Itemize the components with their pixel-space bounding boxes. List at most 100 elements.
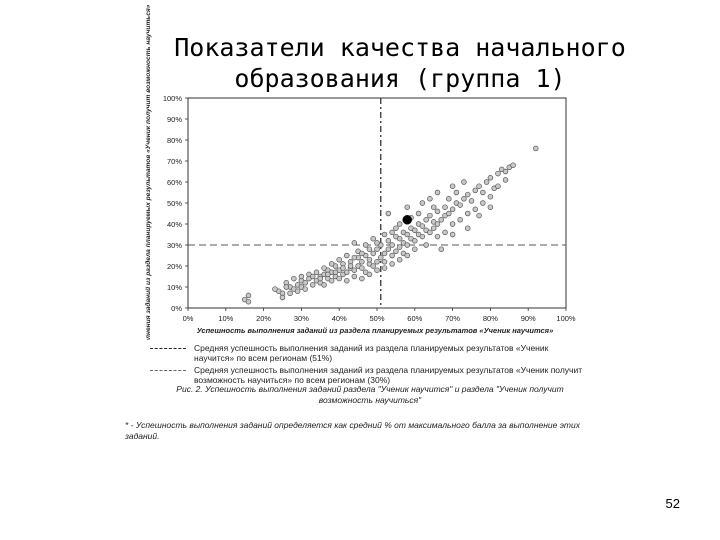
data-point bbox=[487, 175, 494, 181]
data-point bbox=[453, 189, 460, 196]
x-axis-label: Успешность выполнения заданий из раздела… bbox=[197, 326, 554, 335]
slide-title: Показатели качества начального образован… bbox=[130, 32, 670, 94]
data-point bbox=[272, 286, 278, 292]
legend-item-vline: Средняя успешность выполнения заданий из… bbox=[150, 343, 590, 363]
data-point bbox=[381, 259, 388, 265]
data-point bbox=[385, 210, 392, 217]
data-point bbox=[472, 187, 479, 194]
data-point bbox=[476, 212, 482, 219]
data-point bbox=[321, 282, 327, 288]
data-point bbox=[359, 265, 365, 271]
x-tick-label: 80% bbox=[483, 314, 498, 323]
data-point bbox=[533, 145, 539, 152]
data-point bbox=[449, 231, 456, 238]
legend-dashdot-swatch bbox=[150, 348, 186, 349]
y-tick-label: 100% bbox=[163, 94, 183, 103]
x-tick-label: 70% bbox=[445, 314, 460, 323]
data-point bbox=[366, 271, 373, 278]
data-point bbox=[378, 254, 384, 261]
data-point bbox=[430, 225, 437, 231]
data-point bbox=[389, 242, 395, 248]
data-point bbox=[294, 288, 301, 294]
data-point bbox=[430, 204, 437, 210]
data-point bbox=[510, 162, 516, 168]
data-point bbox=[351, 240, 358, 246]
legend-item-hline-text: Средняя успешность выполнения заданий из… bbox=[194, 365, 583, 385]
data-point bbox=[336, 275, 342, 282]
data-point bbox=[344, 277, 350, 284]
data-point bbox=[389, 229, 395, 236]
data-point bbox=[446, 196, 452, 202]
data-point bbox=[309, 273, 316, 280]
data-point bbox=[389, 252, 395, 259]
data-point bbox=[457, 202, 463, 208]
data-point bbox=[412, 246, 418, 252]
points-layer bbox=[241, 145, 539, 305]
data-point bbox=[442, 229, 448, 236]
data-point bbox=[283, 284, 290, 290]
x-tick-label: 30% bbox=[294, 314, 309, 323]
data-point bbox=[468, 198, 475, 204]
data-point bbox=[381, 265, 388, 271]
data-point bbox=[245, 298, 252, 305]
data-point bbox=[370, 263, 376, 269]
data-point bbox=[291, 275, 297, 282]
data-point bbox=[374, 259, 380, 265]
data-point bbox=[480, 189, 486, 196]
data-point bbox=[393, 248, 399, 255]
data-point bbox=[325, 271, 331, 278]
data-point bbox=[396, 244, 403, 250]
data-point bbox=[404, 231, 410, 238]
x-tick-label: 10% bbox=[218, 314, 233, 323]
data-point bbox=[442, 204, 448, 210]
data-point bbox=[427, 196, 433, 202]
data-point bbox=[487, 204, 494, 210]
page-number: 52 bbox=[665, 496, 680, 511]
data-point bbox=[480, 200, 486, 206]
legend-dashed-swatch bbox=[150, 370, 186, 371]
data-point bbox=[344, 252, 350, 259]
footnote: * - Успешность выполнения заданий опреде… bbox=[125, 420, 580, 441]
data-point bbox=[245, 292, 252, 299]
data-point bbox=[328, 277, 335, 284]
data-point bbox=[404, 252, 410, 259]
y-tick-label: 90% bbox=[167, 115, 182, 124]
y-tick-label: 20% bbox=[167, 262, 182, 271]
scatter-chart: 0% 10% 20% 30% 40% 50% 60% 70% 80% 90% 100% 0% 10% 20… bbox=[144, 4, 576, 340]
data-point bbox=[321, 265, 327, 271]
data-point bbox=[359, 259, 365, 265]
data-point bbox=[381, 231, 388, 238]
data-point bbox=[457, 217, 463, 223]
x-tick-label: 60% bbox=[407, 314, 422, 323]
y-tick-label: 10% bbox=[167, 283, 182, 292]
data-point bbox=[336, 256, 342, 263]
y-tick-label: 50% bbox=[167, 199, 182, 208]
highlight-point bbox=[402, 215, 412, 225]
data-point bbox=[351, 273, 358, 280]
data-point bbox=[287, 290, 293, 297]
data-point bbox=[385, 246, 392, 252]
data-point bbox=[389, 261, 395, 267]
data-point bbox=[279, 294, 286, 301]
data-point bbox=[351, 267, 358, 273]
data-point bbox=[419, 233, 426, 240]
data-point bbox=[495, 183, 501, 189]
data-point bbox=[461, 179, 467, 185]
data-point bbox=[449, 183, 456, 189]
data-point bbox=[434, 208, 441, 215]
tick-labels-layer: 0% 10% 20% 30% 40% 50% 60% 70% 80% 90% 100% 0% 10% 20… bbox=[163, 94, 576, 323]
data-point bbox=[434, 233, 441, 240]
data-point bbox=[370, 235, 376, 242]
y-tick-label: 60% bbox=[167, 178, 182, 187]
data-point bbox=[423, 242, 429, 248]
data-point bbox=[464, 191, 471, 198]
data-point bbox=[415, 210, 422, 217]
data-point bbox=[438, 217, 445, 223]
data-point bbox=[362, 242, 369, 248]
data-point bbox=[502, 168, 509, 175]
data-point bbox=[359, 275, 365, 282]
data-point bbox=[340, 265, 346, 271]
data-point bbox=[419, 223, 426, 229]
data-point bbox=[438, 246, 445, 252]
figure-caption: Рис. 2. Успешность выполнения заданий ра… bbox=[176, 384, 564, 405]
